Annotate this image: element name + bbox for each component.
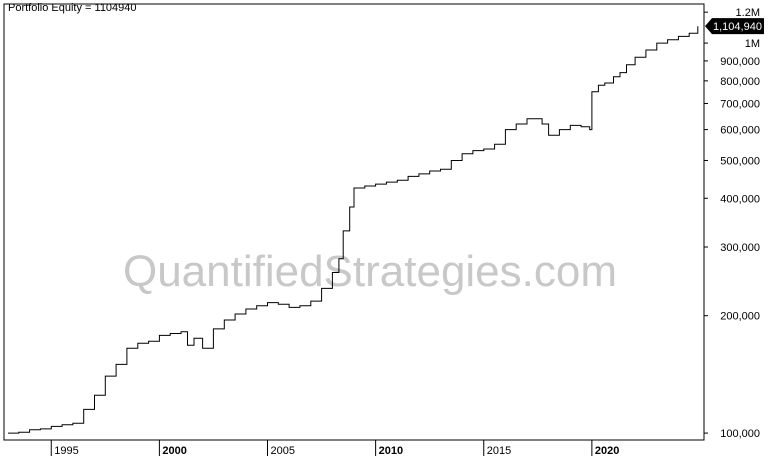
y-tick-label: 1M (745, 38, 760, 50)
y-tick-label: 800,000 (720, 76, 760, 88)
plot-frame (3, 3, 705, 441)
last-value-marker: 1,104,940 (705, 18, 764, 35)
x-axis: 1995 2000 2005 2010 2015 2020 (50, 440, 619, 457)
x-tick-label: 2010 (379, 445, 403, 457)
x-tick-label: 2000 (162, 445, 186, 457)
y-tick-label: 300,000 (720, 242, 760, 254)
x-tick-label: 2015 (487, 445, 511, 457)
x-tick-label: 2020 (595, 445, 619, 457)
y-tick-label: 1.2M (736, 7, 760, 19)
y-tick-label: 100,000 (720, 428, 760, 440)
equity-series-line (8, 26, 699, 434)
x-tick-label: 1995 (54, 445, 78, 457)
y-tick-label: 500,000 (720, 155, 760, 167)
last-value-badge (705, 18, 764, 35)
x-tick-label: 2005 (271, 445, 295, 457)
y-tick-label: 600,000 (720, 125, 760, 137)
last-value-label: 1,104,940 (713, 21, 762, 33)
y-axis: 1.2M 1M 900,000 800,000 700,000 600,000 500,00… (704, 7, 760, 440)
watermark: QuantifiedStrategies.com (123, 247, 617, 296)
y-tick-label: 900,000 (720, 56, 760, 68)
chart-title: Portfolio Equity = 1104940 (8, 2, 137, 14)
y-tick-label: 400,000 (720, 193, 760, 205)
y-tick-label: 200,000 (720, 311, 760, 323)
y-tick-label: 700,000 (720, 98, 760, 110)
